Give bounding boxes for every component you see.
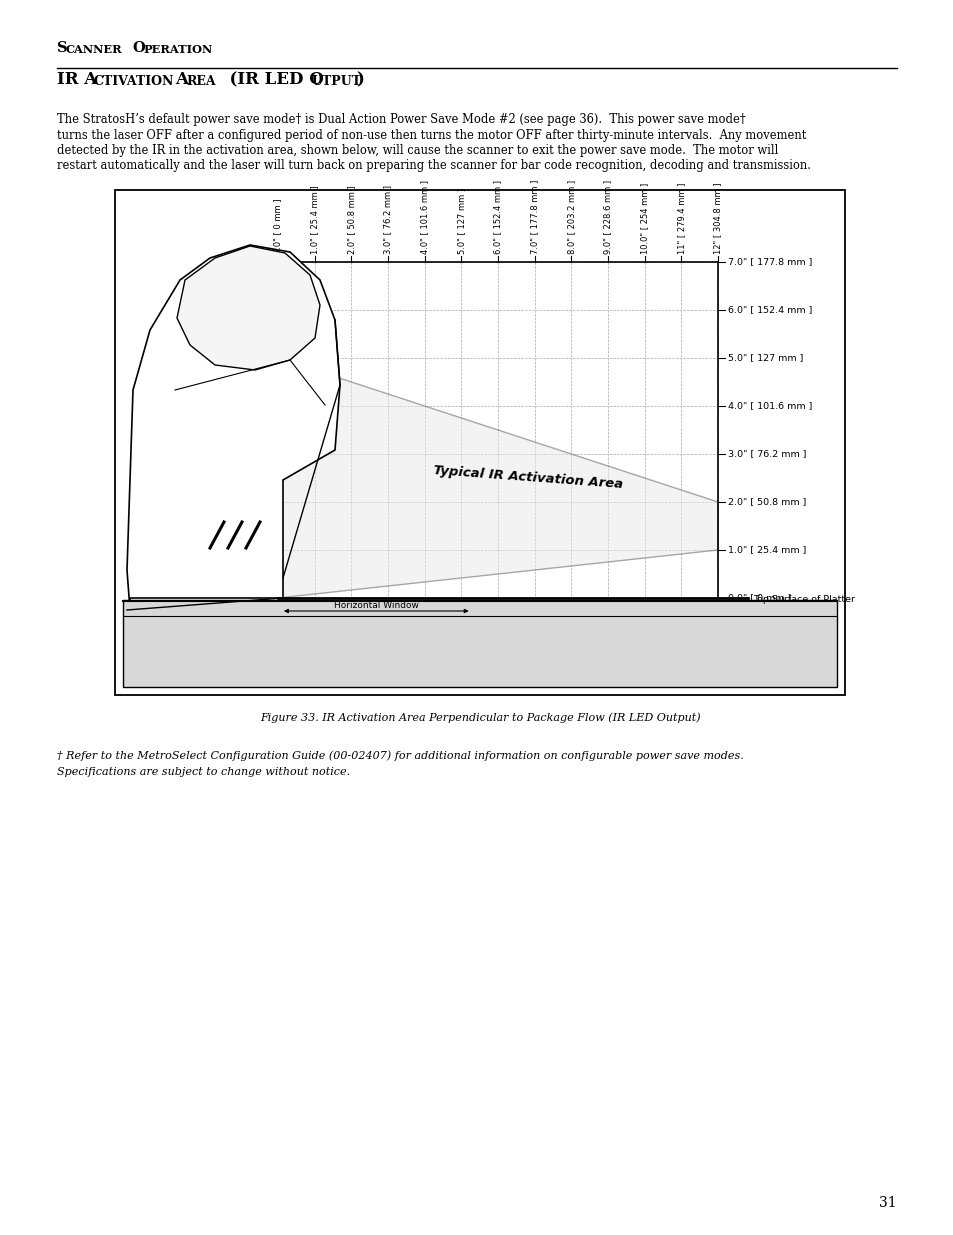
Bar bbox=[123, 600, 836, 687]
Text: 0.0" [ 0 mm ]: 0.0" [ 0 mm ] bbox=[727, 594, 791, 603]
Text: UTPUT: UTPUT bbox=[312, 75, 361, 88]
Text: 0.0" [ 0 mm ]: 0.0" [ 0 mm ] bbox=[274, 199, 282, 254]
Text: 4.0" [ 101.6 mm ]: 4.0" [ 101.6 mm ] bbox=[419, 180, 429, 254]
Text: turns the laser OFF after a configured period of non-use then turns the motor OF: turns the laser OFF after a configured p… bbox=[57, 128, 805, 142]
Text: 4.0" [ 101.6 mm ]: 4.0" [ 101.6 mm ] bbox=[727, 401, 812, 410]
Text: O: O bbox=[132, 41, 145, 56]
Text: CANNER: CANNER bbox=[66, 44, 123, 56]
Text: 5.0" [ 127 mm ]: 5.0" [ 127 mm ] bbox=[456, 188, 465, 254]
Text: A: A bbox=[174, 70, 188, 88]
Text: 8.0" [ 203.2 mm ]: 8.0" [ 203.2 mm ] bbox=[566, 180, 576, 254]
Text: † Refer to the MetroSelect Configuration Guide (00-02407) for additional informa: † Refer to the MetroSelect Configuration… bbox=[57, 750, 743, 761]
Text: Horizontal Window: Horizontal Window bbox=[334, 601, 418, 610]
Polygon shape bbox=[177, 246, 319, 370]
Polygon shape bbox=[277, 358, 718, 598]
Text: 3.0" [ 76.2 mm ]: 3.0" [ 76.2 mm ] bbox=[727, 450, 805, 458]
Text: Typical IR Activation Area: Typical IR Activation Area bbox=[433, 464, 622, 492]
Text: 10.0" [ 254 mm ]: 10.0" [ 254 mm ] bbox=[639, 183, 648, 254]
Text: IR A: IR A bbox=[57, 70, 97, 88]
Text: 11" [ 279.4 mm ]: 11" [ 279.4 mm ] bbox=[676, 183, 685, 254]
Polygon shape bbox=[127, 245, 339, 610]
Text: detected by the IR in the activation area, shown below, will cause the scanner t: detected by the IR in the activation are… bbox=[57, 144, 778, 157]
Text: restart automatically and the laser will turn back on preparing the scanner for : restart automatically and the laser will… bbox=[57, 159, 810, 173]
Text: 31: 31 bbox=[879, 1195, 896, 1210]
Text: 5.0" [ 127 mm ]: 5.0" [ 127 mm ] bbox=[727, 353, 802, 363]
Text: 1.0" [ 25.4 mm ]: 1.0" [ 25.4 mm ] bbox=[727, 546, 805, 555]
Text: 2.0" [ 50.8 mm ]: 2.0" [ 50.8 mm ] bbox=[347, 185, 355, 254]
Text: Figure 33. IR Activation Area Perpendicular to Package Flow (IR LED Output): Figure 33. IR Activation Area Perpendicu… bbox=[259, 713, 700, 722]
Text: The StratosH’s default power save mode† is Dual Action Power Save Mode #2 (see p: The StratosH’s default power save mode† … bbox=[57, 112, 745, 126]
Text: ): ) bbox=[355, 70, 363, 88]
Text: 6.0" [ 152.4 mm ]: 6.0" [ 152.4 mm ] bbox=[727, 305, 812, 315]
Text: PERATION: PERATION bbox=[143, 44, 212, 56]
Text: 2.0" [ 50.8 mm ]: 2.0" [ 50.8 mm ] bbox=[727, 498, 805, 506]
Text: 12" [ 304.8 mm ]: 12" [ 304.8 mm ] bbox=[713, 183, 721, 254]
Text: 7.0" [ 177.8 mm ]: 7.0" [ 177.8 mm ] bbox=[530, 179, 538, 254]
Text: (IR LED O: (IR LED O bbox=[218, 70, 323, 88]
Text: REA: REA bbox=[186, 75, 215, 88]
Text: S: S bbox=[57, 41, 68, 56]
Text: 6.0" [ 152.4 mm ]: 6.0" [ 152.4 mm ] bbox=[493, 180, 502, 254]
Text: 7.0" [ 177.8 mm ]: 7.0" [ 177.8 mm ] bbox=[727, 258, 812, 267]
Text: Specifications are subject to change without notice.: Specifications are subject to change wit… bbox=[57, 767, 350, 777]
Text: 3.0" [ 76.2 mm ]: 3.0" [ 76.2 mm ] bbox=[383, 185, 392, 254]
Bar bbox=[115, 190, 844, 695]
Text: Top Surface of Platter: Top Surface of Platter bbox=[752, 594, 854, 604]
Text: 1.0" [ 25.4 mm ]: 1.0" [ 25.4 mm ] bbox=[310, 185, 319, 254]
Text: CTIVATION: CTIVATION bbox=[94, 75, 174, 88]
Text: 9.0" [ 228.6 mm ]: 9.0" [ 228.6 mm ] bbox=[603, 180, 612, 254]
